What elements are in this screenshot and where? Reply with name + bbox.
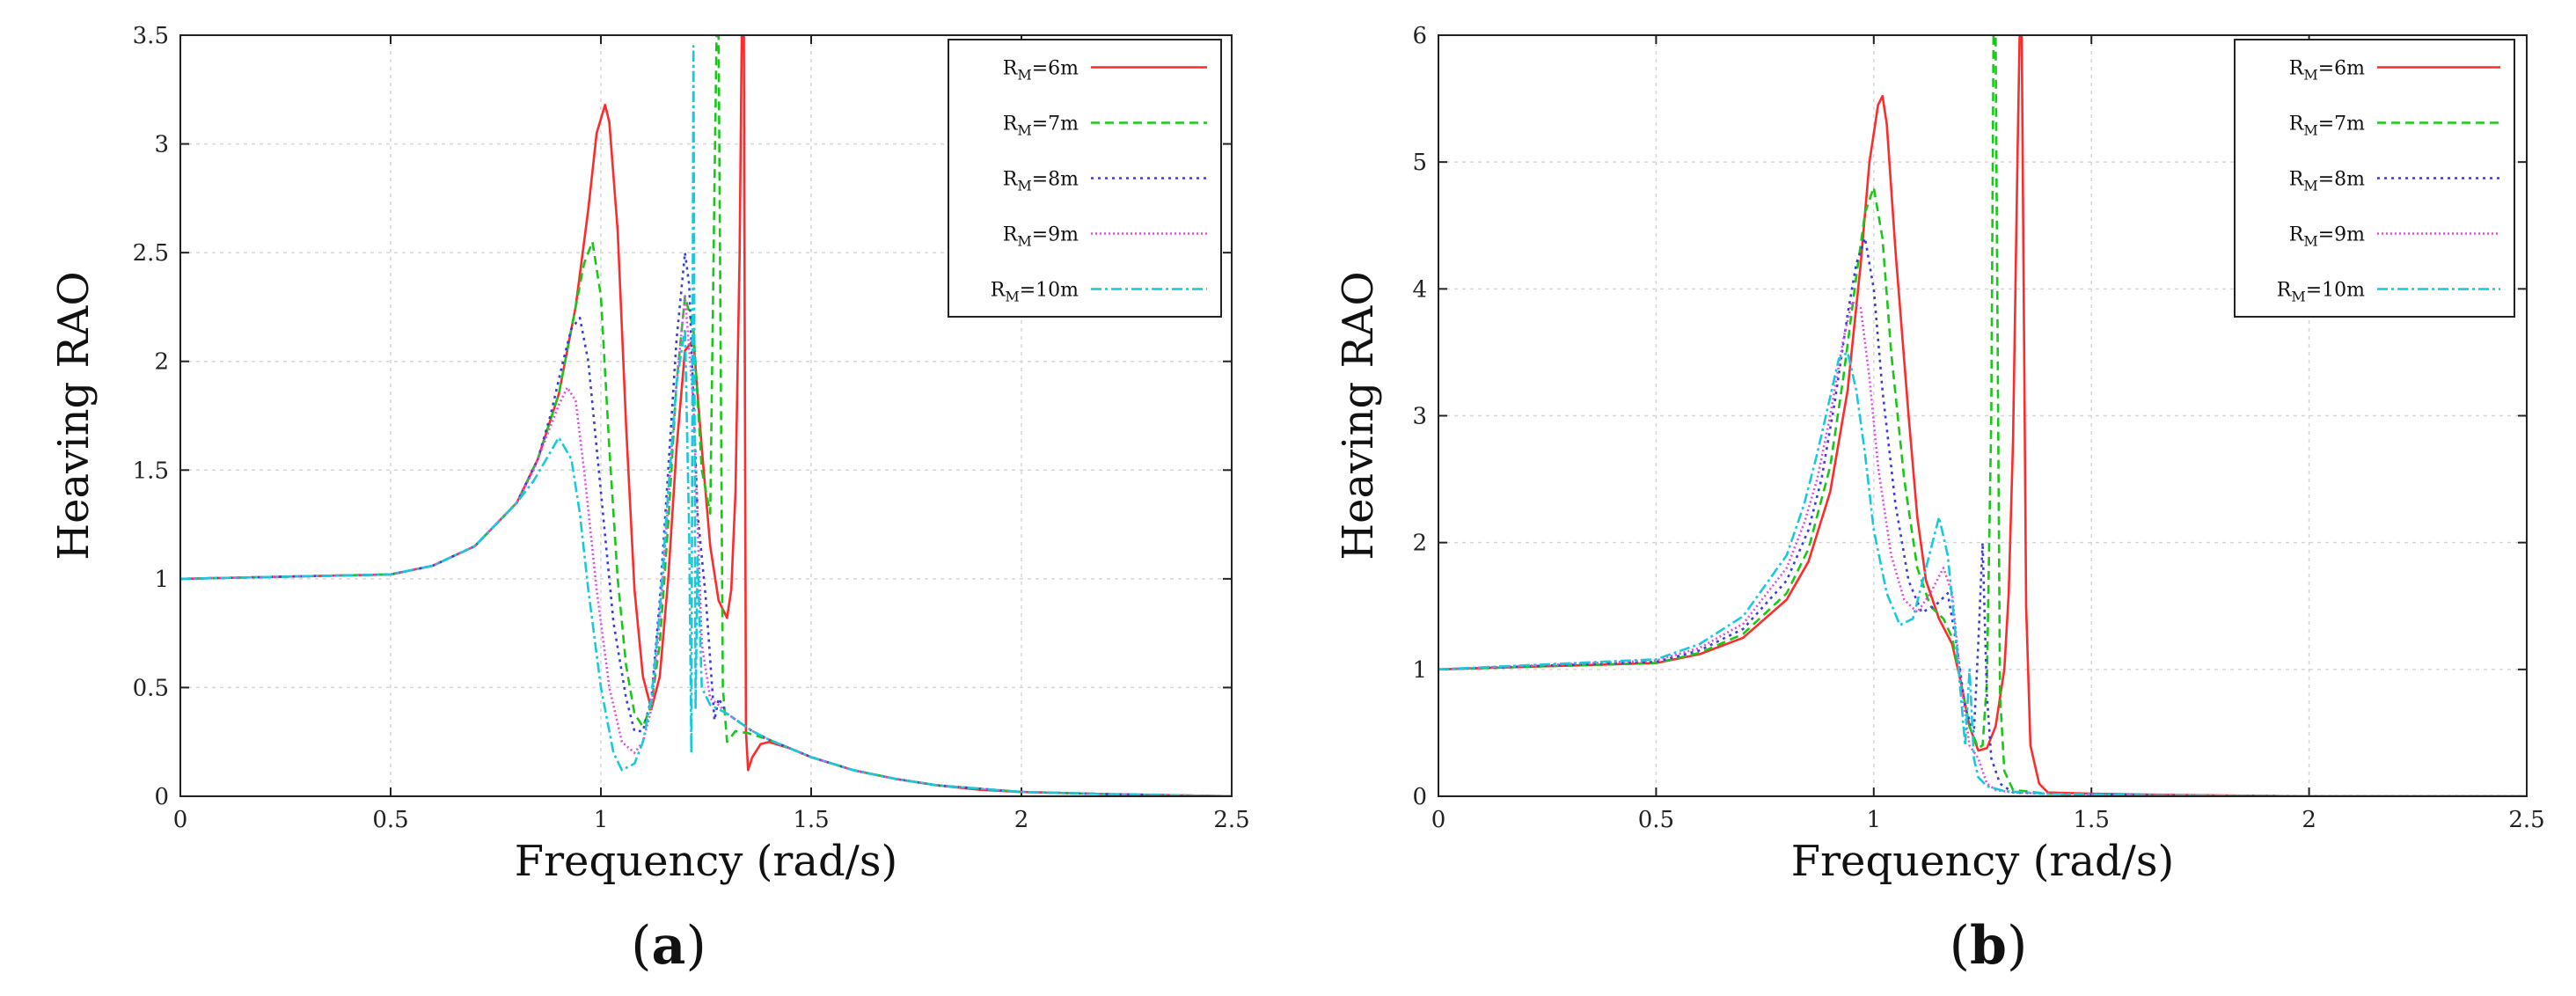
y-tick-label: 1	[154, 567, 169, 593]
series-line-R9	[1438, 300, 2527, 796]
x-tick-label: 2.5	[1213, 807, 1249, 833]
legend-entry: RM=8m	[1003, 169, 1079, 194]
y-tick-label: 1	[1412, 657, 1427, 684]
y-tick-label: 0.5	[133, 675, 169, 701]
series-line-R10	[1438, 351, 2527, 796]
series-line-R8	[180, 251, 1232, 796]
y-tick-label: 6	[1412, 23, 1427, 49]
y-tick-label: 4	[1412, 276, 1427, 303]
y-tick-label: 3	[154, 132, 169, 158]
legend-entry: RM=8m	[2289, 169, 2365, 194]
y-tick-label: 1.5	[133, 458, 169, 484]
x-tick-label: 0.5	[372, 807, 408, 833]
x-tick-label: 0	[173, 807, 188, 833]
legend-entry: RM=7m	[2289, 114, 2365, 139]
plot-frame	[179, 34, 1233, 797]
legend-entry: RM=9m	[1003, 224, 1079, 250]
legend: RM=6m RM=7m RM=8m RM=9m RM=10m	[948, 39, 1222, 318]
y-tick-label: 5	[1412, 150, 1427, 176]
legend: RM=6m RM=7m RM=8m RM=9m RM=10m	[2234, 39, 2515, 318]
y-tick-label: 3	[1412, 404, 1427, 430]
y-tick-label: 0	[1412, 784, 1427, 810]
y-tick-label: 2.5	[133, 240, 169, 267]
x-tick-label: 2	[2302, 807, 2316, 833]
y-tick-label: 2	[1412, 531, 1427, 557]
x-tick-label: 2	[1014, 807, 1029, 833]
series-line-R9	[180, 295, 1232, 796]
x-tick-label: 1.5	[793, 807, 829, 833]
x-tick-label: 1.5	[2074, 807, 2110, 833]
x-tick-label: 0	[1431, 807, 1446, 833]
chart-panel-b: 0 0.5 1 1.5 2 2.50123456RM=6mRM=7mRM=8mRM=9mR…	[1334, 23, 2545, 977]
legend-box	[2234, 39, 2515, 318]
series-line-R10	[180, 45, 1232, 796]
panel-label: (b)	[1950, 915, 2028, 977]
legend-entry: RM=6m	[2289, 58, 2365, 84]
legend-box	[948, 39, 1222, 318]
series-group	[180, 35, 1232, 796]
x-axis-label: Frequency (rad/s)	[1791, 837, 2174, 886]
plot-frame	[1438, 34, 2528, 797]
y-axis-label: Heaving RAO	[1334, 271, 1383, 560]
legend-entry: RM=7m	[1003, 114, 1079, 139]
panel-label: (a)	[631, 915, 706, 977]
y-tick-label: 2	[154, 349, 169, 376]
series-group	[1438, 35, 2527, 796]
series-line-R7	[1438, 35, 2527, 796]
y-axis-label: Heaving RAO	[49, 271, 99, 560]
x-tick-label: 1	[594, 807, 609, 833]
x-tick-label: 0.5	[1638, 807, 1674, 833]
legend-entry: RM=10m	[991, 280, 1079, 305]
y-tick-label: 3.5	[133, 23, 169, 49]
x-tick-label: 1	[1867, 807, 1882, 833]
x-axis-label: Frequency (rad/s)	[515, 837, 897, 886]
chart-panel-a: 0 0.5 1 1.5 2 2.500.511.522.533.5RM=6mRM=7mRM…	[49, 23, 1250, 977]
legend-entry: RM=10m	[2277, 280, 2365, 305]
y-tick-label: 0	[154, 784, 169, 810]
legend-entry: RM=9m	[2289, 224, 2365, 250]
x-tick-label: 2.5	[2508, 807, 2544, 833]
legend-entry: RM=6m	[1003, 58, 1079, 84]
series-line-R8	[1438, 237, 2527, 796]
